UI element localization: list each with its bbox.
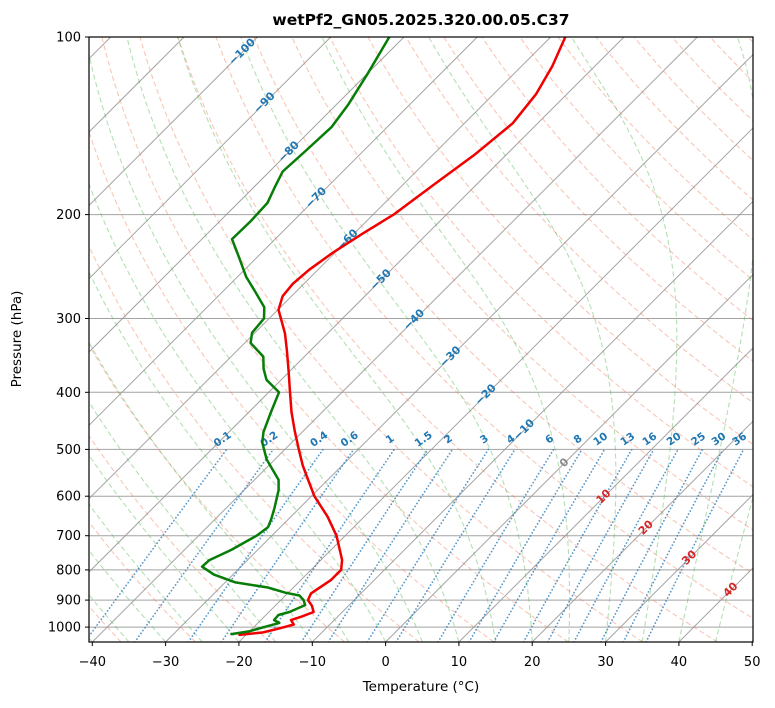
isotherm-lines [89,37,753,642]
svg-text:1: 1 [384,432,397,446]
svg-text:16: 16 [640,430,659,448]
svg-text:−30: −30 [152,655,179,670]
svg-text:30: 30 [597,655,614,670]
svg-text:36: 36 [730,430,749,448]
svg-text:1.5: 1.5 [413,429,435,450]
svg-text:800: 800 [56,563,81,578]
x-axis-label: Temperature (°C) [362,679,480,695]
svg-text:900: 900 [56,594,81,609]
svg-text:200: 200 [56,208,81,223]
chart-title: wetPf2_GN05.2025.320.00.05.C37 [272,11,570,29]
svg-text:500: 500 [56,443,81,458]
isobar-gridlines [89,36,753,628]
temperature-curve [238,37,567,637]
plot-frame [88,36,754,643]
mixing-ratio-lines [89,448,745,642]
pressure-axis-ticks: 100 200 300 400 500 600 700 800 900 1000 [48,31,89,636]
moist-adiabat-lines [89,37,753,642]
svg-text:400: 400 [56,386,81,401]
svg-text:0.4: 0.4 [308,429,330,450]
svg-text:0.6: 0.6 [339,429,361,450]
svg-text:30: 30 [709,430,728,448]
temperature-axis-ticks: −40 −30 −20 −10 0 10 20 30 40 50 [79,642,761,670]
svg-text:−10: −10 [299,655,326,670]
svg-text:100: 100 [56,31,81,46]
svg-text:10: 10 [451,655,468,670]
y-axis-label: Pressure (hPa) [9,290,25,388]
svg-text:1000: 1000 [48,621,81,636]
svg-text:−20: −20 [225,655,252,670]
svg-text:0: 0 [381,655,389,670]
dry-adiabat-lines [89,37,753,642]
svg-text:6: 6 [543,432,556,446]
svg-text:40: 40 [671,655,688,670]
dewpoint-curve [200,37,391,636]
svg-text:20: 20 [524,655,541,670]
svg-text:600: 600 [56,490,81,505]
svg-text:−40: −40 [79,655,106,670]
svg-text:50: 50 [744,655,761,670]
svg-text:2: 2 [442,432,455,446]
svg-text:3: 3 [478,432,491,446]
svg-text:25: 25 [689,430,708,448]
svg-text:700: 700 [56,529,81,544]
svg-text:300: 300 [56,312,81,327]
